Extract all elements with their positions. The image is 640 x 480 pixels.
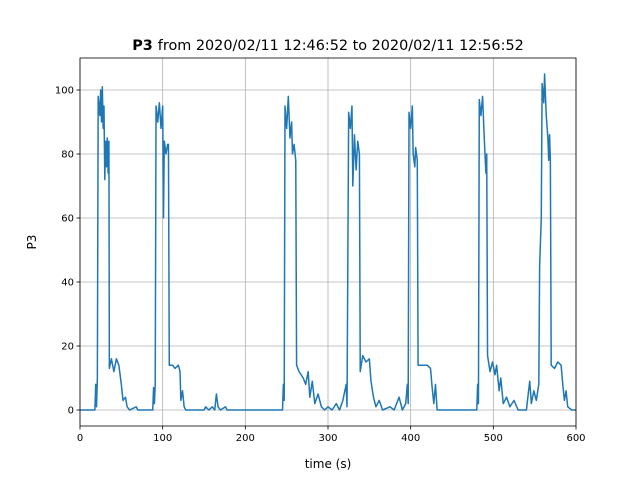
x-tick-label: 200: [236, 433, 255, 444]
title-bold: P3: [132, 38, 153, 54]
y-tick-label: 0: [68, 406, 74, 417]
y-tick-label: 20: [61, 342, 74, 353]
x-tick-label: 400: [401, 433, 420, 444]
y-axis-label: P3: [25, 235, 39, 250]
x-tick-label: 500: [484, 433, 503, 444]
data-line: [80, 73, 576, 411]
y-tick-label: 100: [55, 86, 74, 97]
plot-frame: [79, 57, 577, 427]
x-tick-label: 600: [566, 433, 585, 444]
x-tick-label: 100: [153, 433, 172, 444]
x-tick-label: 0: [77, 433, 83, 444]
x-axis-label: time (s): [305, 457, 352, 471]
y-tick-label: 40: [61, 278, 74, 289]
title-rest: from 2020/02/11 12:46:52 to 2020/02/11 1…: [158, 38, 524, 54]
y-tick-label: 60: [61, 214, 74, 225]
x-tick-label: 300: [318, 433, 337, 444]
y-tick-label: 80: [61, 150, 74, 161]
chart-title: P3 from 2020/02/11 12:46:52 to 2020/02/11…: [132, 38, 524, 54]
